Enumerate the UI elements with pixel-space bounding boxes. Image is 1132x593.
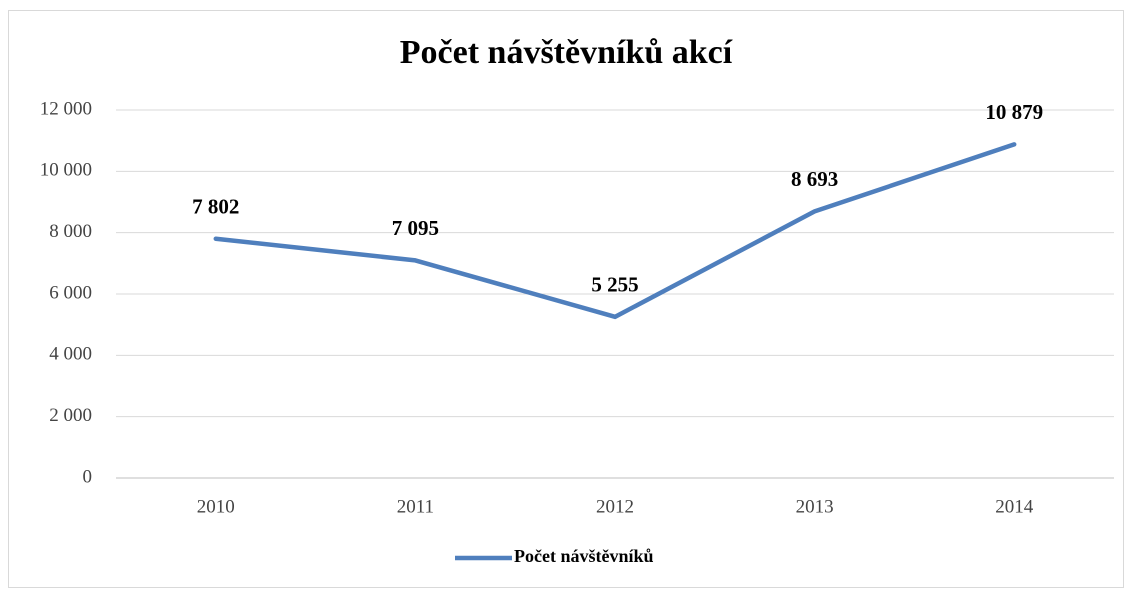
legend-label: Počet návštěvníků xyxy=(514,546,654,566)
x-tick-label: 2011 xyxy=(397,496,434,517)
data-line xyxy=(213,142,1017,320)
x-tick-label: 2014 xyxy=(995,496,1034,517)
data-label: 7 802 xyxy=(192,195,239,219)
x-tick-label: 2010 xyxy=(197,496,235,517)
y-tick-label: 0 xyxy=(83,466,93,487)
data-label: 10 879 xyxy=(985,100,1043,124)
chart-border xyxy=(8,10,1124,588)
chart-title: Počet návštěvníků akcí xyxy=(400,34,733,71)
y-tick-label: 2 000 xyxy=(49,405,92,426)
y-tick-label: 10 000 xyxy=(40,160,92,181)
x-tick-label: 2013 xyxy=(796,496,834,517)
data-label: 8 693 xyxy=(791,167,838,191)
x-tick-label: 2012 xyxy=(596,496,634,517)
y-tick-label: 6 000 xyxy=(49,282,92,303)
y-tick-label: 4 000 xyxy=(49,344,92,365)
data-label: 5 255 xyxy=(591,273,638,297)
data-label: 7 095 xyxy=(392,216,439,240)
y-tick-label: 12 000 xyxy=(40,98,92,119)
y-tick-label: 8 000 xyxy=(49,221,92,242)
